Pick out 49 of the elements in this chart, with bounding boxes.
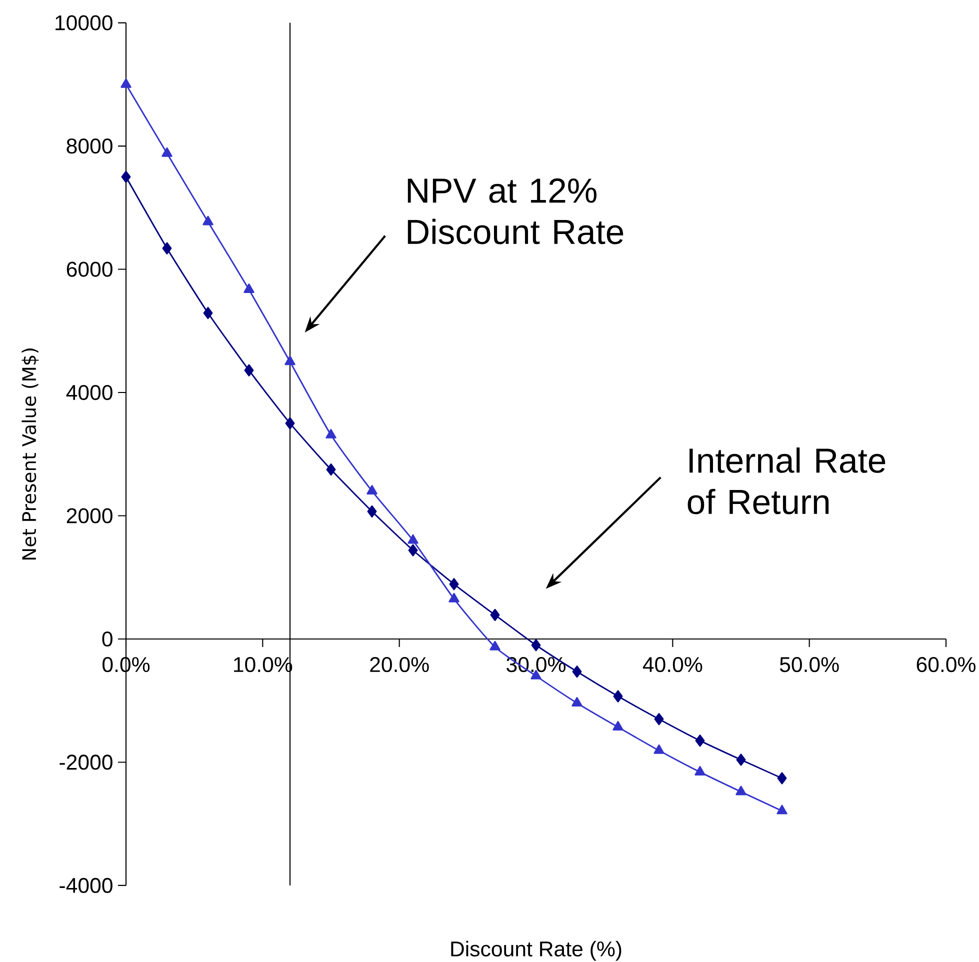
y-tick-label: 4000	[66, 384, 112, 400]
point	[120, 78, 132, 88]
point	[367, 505, 377, 518]
point	[121, 170, 131, 183]
point	[736, 754, 746, 766]
x-tick-label: 60.0%	[916, 657, 976, 672]
point	[654, 713, 664, 726]
point	[612, 721, 624, 730]
annotation: NPV at 12% Discount Rate	[408, 178, 624, 244]
point	[694, 766, 706, 776]
x-tick-label: 20.0%	[370, 657, 429, 672]
point	[613, 690, 623, 702]
point	[654, 744, 664, 754]
annotation: Internal Rate of Return	[688, 447, 886, 514]
x-tick-label: 50.0%	[780, 657, 839, 672]
y-tick-label: 10000	[56, 15, 112, 30]
point	[326, 428, 336, 438]
y-tick-label: 6000	[66, 262, 112, 277]
point	[736, 786, 746, 796]
y-tick-label: 2000	[66, 508, 112, 524]
y-tick-label: 0	[102, 631, 112, 647]
y-tick-label: 8000	[66, 138, 112, 154]
point	[408, 544, 418, 556]
point	[202, 216, 214, 226]
y-tick-label: -4000	[60, 878, 112, 894]
y-axis-title: Net Present Value (M$)	[22, 348, 39, 560]
point	[777, 772, 787, 784]
point	[695, 734, 705, 747]
point	[448, 592, 460, 602]
point	[162, 242, 172, 254]
point	[490, 640, 500, 650]
point	[326, 463, 336, 476]
point	[244, 364, 254, 376]
point	[449, 578, 459, 590]
point	[572, 666, 582, 678]
point	[244, 284, 254, 294]
x-tick-label: 40.0%	[642, 657, 702, 672]
point	[366, 485, 378, 494]
point	[531, 639, 541, 652]
point	[572, 697, 582, 706]
point	[203, 306, 213, 320]
x-axis-title: Discount Rate (%)	[451, 940, 622, 961]
point	[776, 804, 788, 814]
point	[285, 417, 295, 430]
point	[284, 356, 296, 366]
point	[162, 147, 172, 157]
point	[490, 608, 500, 622]
point	[408, 534, 418, 544]
y-tick-label: -2000	[60, 754, 112, 770]
